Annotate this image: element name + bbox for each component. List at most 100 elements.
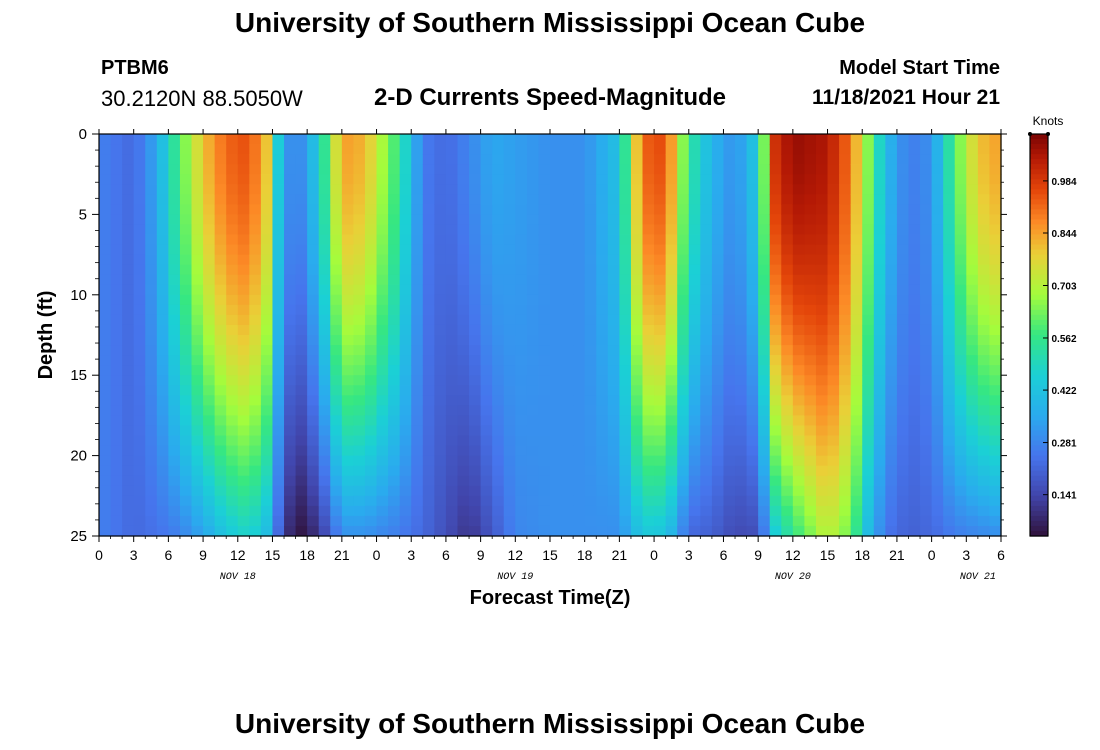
heatmap-cell — [596, 475, 609, 487]
heatmap-cell — [792, 355, 806, 366]
heatmap-cell — [457, 425, 470, 437]
heatmap-cell — [469, 164, 482, 175]
heatmap-cell — [619, 495, 632, 507]
heatmap-cell — [908, 254, 921, 266]
heatmap-cell — [954, 204, 967, 215]
heatmap-cell — [735, 405, 748, 416]
x-tick-label: 15 — [265, 547, 281, 563]
heatmap-cell — [827, 154, 840, 165]
heatmap-cell — [411, 264, 424, 276]
heatmap-cell — [561, 405, 574, 416]
heatmap-cell — [619, 375, 632, 386]
heatmap-cell — [827, 284, 840, 296]
heatmap-cell — [191, 515, 204, 527]
heatmap-cell — [885, 234, 898, 246]
heatmap-cell — [364, 324, 378, 336]
heatmap-cell — [388, 214, 401, 226]
heatmap-cell — [885, 324, 898, 336]
heatmap-cell — [596, 254, 609, 266]
heatmap-cell — [307, 495, 320, 507]
heatmap-cell — [295, 204, 308, 215]
heatmap-cell — [503, 254, 516, 266]
heatmap-cell — [422, 405, 435, 416]
heatmap-cell — [341, 525, 355, 537]
heatmap-cell — [989, 485, 1002, 497]
heatmap-cell — [399, 475, 412, 487]
heatmap-cell — [596, 375, 609, 386]
heatmap-cell — [156, 455, 169, 467]
heatmap-cell — [920, 425, 933, 437]
heatmap-cell — [596, 515, 609, 527]
heatmap-cell — [723, 164, 736, 175]
heatmap-cell — [908, 355, 921, 366]
heatmap-cell — [422, 244, 435, 256]
heatmap-cell — [156, 224, 169, 236]
heatmap-cell — [977, 194, 991, 205]
heatmap-cell — [191, 244, 204, 256]
heatmap-cell — [792, 144, 806, 155]
heatmap-cell — [272, 214, 285, 226]
heatmap-cell — [607, 184, 620, 195]
heatmap-cell — [550, 164, 563, 175]
heatmap-cell — [249, 284, 262, 296]
heatmap-cell — [480, 294, 493, 306]
heatmap-cell — [272, 475, 285, 487]
heatmap-cell — [896, 304, 910, 316]
heatmap-cell — [122, 505, 135, 517]
heatmap-cell — [896, 164, 910, 175]
heatmap-cell — [156, 144, 169, 155]
heatmap-cell — [295, 435, 308, 447]
heatmap-cell — [388, 445, 401, 457]
heatmap-cell — [908, 204, 921, 215]
heatmap-cell — [815, 324, 829, 336]
date-label: NOV 20 — [775, 572, 811, 583]
heatmap-cell — [873, 435, 886, 447]
heatmap-cell — [769, 164, 782, 175]
heatmap-cell — [862, 144, 875, 155]
heatmap-cell — [989, 164, 1002, 175]
heatmap-cell — [781, 485, 794, 497]
heatmap-cell — [723, 495, 736, 507]
heatmap-cell — [908, 405, 921, 416]
heatmap-cell — [746, 184, 759, 195]
heatmap-cell — [619, 154, 632, 165]
heatmap-cell — [873, 375, 886, 386]
heatmap-cell — [607, 294, 620, 306]
heatmap-cell — [735, 395, 748, 406]
heatmap-cell — [156, 264, 169, 276]
heatmap-cell — [179, 294, 193, 306]
heatmap-cell — [700, 264, 713, 276]
heatmap-cell — [700, 345, 713, 356]
heatmap-cell — [943, 164, 956, 175]
heatmap-cell — [700, 284, 713, 296]
heatmap-cell — [272, 164, 285, 175]
heatmap-cell — [792, 345, 806, 356]
heatmap-cell — [411, 224, 424, 236]
heatmap-cell — [596, 314, 609, 326]
heatmap-cell — [133, 224, 146, 236]
heatmap-cell — [584, 465, 597, 477]
heatmap-cell — [573, 204, 586, 215]
heatmap-cell — [503, 274, 516, 286]
heatmap-cell — [526, 385, 540, 396]
heatmap-cell — [203, 395, 216, 406]
heatmap-cell — [966, 515, 979, 527]
heatmap-cell — [746, 505, 759, 517]
heatmap-cell — [977, 485, 991, 497]
heatmap-cell — [422, 415, 435, 427]
heatmap-cell — [792, 164, 806, 175]
heatmap-cell — [850, 515, 863, 527]
heatmap-cell — [168, 395, 181, 406]
heatmap-cell — [376, 244, 389, 256]
heatmap-cell — [573, 154, 586, 165]
heatmap-cell — [792, 505, 806, 517]
heatmap-cell — [943, 495, 956, 507]
x-tick-label: 3 — [685, 547, 693, 563]
heatmap-cell — [792, 294, 806, 306]
heatmap-cell — [873, 525, 886, 537]
heatmap-cell — [850, 244, 863, 256]
heatmap-cell — [561, 174, 574, 185]
heatmap-cell — [445, 324, 459, 336]
chart-subtitle: 2-D Currents Speed-Magnitude — [373, 84, 727, 111]
heatmap-cell — [688, 194, 701, 205]
